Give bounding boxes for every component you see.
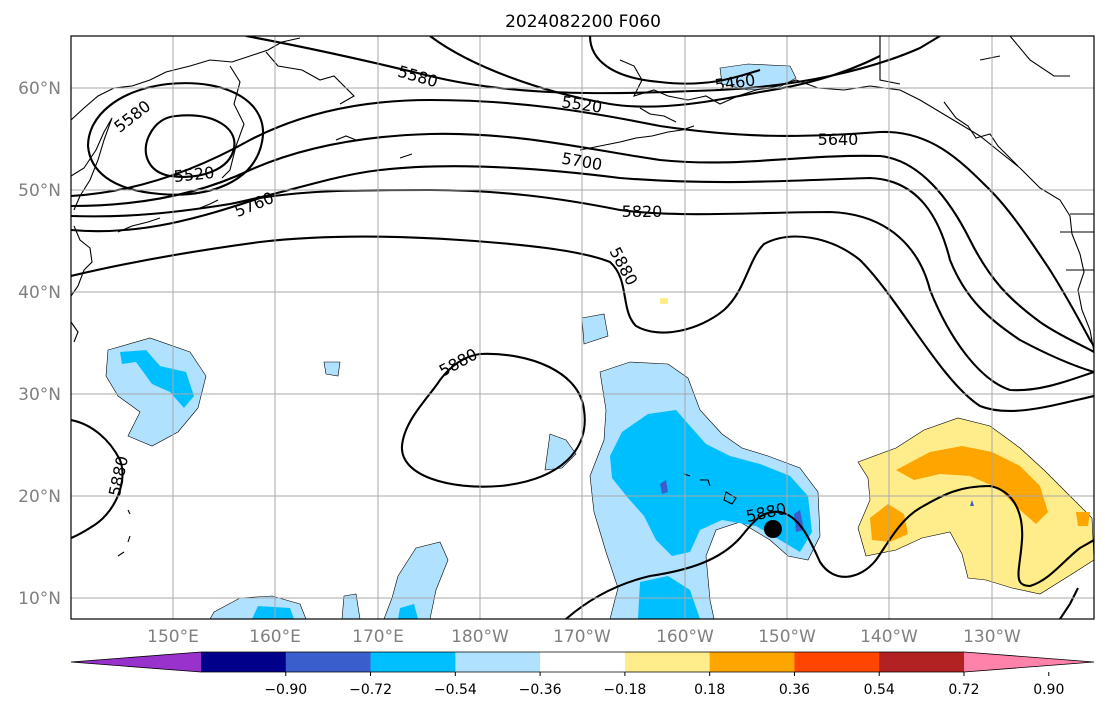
lon-label-170e: 170°E bbox=[352, 627, 404, 647]
negative-anomaly-small-2 bbox=[581, 313, 609, 345]
colorbar-tick-label: −0.90 bbox=[264, 682, 307, 698]
colorbar-segment bbox=[455, 652, 541, 672]
negative-anomaly-south-2 bbox=[341, 593, 361, 619]
contour-label-5880-center: 5880 bbox=[436, 344, 481, 380]
colorbar-segment bbox=[624, 652, 711, 672]
contour-label-5580-low: 5580 bbox=[110, 96, 154, 136]
colorbar-segment bbox=[709, 652, 795, 672]
contour-label-5640: 5640 bbox=[818, 130, 859, 149]
contour-5880-west bbox=[71, 418, 124, 539]
colorbar-segment bbox=[794, 652, 880, 672]
negative-anomaly-south-3-core bbox=[252, 606, 294, 619]
negative-anomaly-south-1 bbox=[383, 541, 449, 619]
colorbar-tick-label: 0.18 bbox=[694, 682, 725, 698]
contour-label-5880-north: 5880 bbox=[606, 244, 642, 289]
colorbar: −0.90 −0.72 −0.54 −0.36 −0.18 0.18 0.36 0.54 0.7… bbox=[70, 651, 1095, 698]
lat-label-10n: 10°N bbox=[18, 589, 61, 609]
coastlines bbox=[71, 36, 1094, 557]
map-area: 5580 5520 5580 5520 5460 5640 5700 5760 … bbox=[71, 36, 1094, 619]
colorbar-tick-label: −0.72 bbox=[349, 682, 392, 698]
contour-label-5820: 5820 bbox=[622, 202, 663, 221]
colorbar-segment bbox=[201, 652, 287, 672]
anomaly-shading bbox=[105, 63, 1094, 619]
contour-5760 bbox=[71, 165, 1094, 374]
contour-5520-low bbox=[144, 114, 236, 178]
lat-label-40n: 40°N bbox=[18, 283, 61, 303]
colorbar-ticks: −0.90 −0.72 −0.54 −0.36 −0.18 0.18 0.36 0.54 0.7… bbox=[264, 672, 1064, 698]
colorbar-segment bbox=[285, 652, 372, 672]
contour-5880-south bbox=[565, 484, 1094, 619]
positive-anomaly-east-core-3 bbox=[1076, 512, 1090, 526]
colorbar-extend-low bbox=[71, 652, 201, 672]
contour-5700 bbox=[71, 132, 1094, 353]
negative-anomaly-west bbox=[105, 337, 207, 447]
contour-5640 bbox=[71, 98, 1094, 347]
lat-label-60n: 60°N bbox=[18, 79, 61, 99]
negative-anomaly-small-1 bbox=[323, 361, 341, 377]
lon-label-160w: 160°W bbox=[656, 627, 714, 647]
contour-label-5880-west: 5880 bbox=[105, 454, 132, 498]
negative-anomaly-south-1-core bbox=[398, 604, 418, 619]
colorbar-tick-label: −0.36 bbox=[519, 682, 562, 698]
height-contours bbox=[71, 36, 1094, 619]
contour-label-5460: 5460 bbox=[714, 70, 757, 94]
lon-label-180w: 180°W bbox=[451, 627, 509, 647]
colorbar-segment bbox=[540, 652, 626, 672]
gridlines bbox=[71, 36, 1094, 619]
colorbar-segments bbox=[71, 652, 1094, 672]
strong-negative-anomaly-1 bbox=[660, 480, 668, 494]
latitude-labels: 60°N 50°N 40°N 30°N 20°N 10°N bbox=[18, 79, 61, 609]
contour-5880-north bbox=[71, 235, 1094, 413]
contour-5520 bbox=[429, 36, 881, 108]
contour-label-5580: 5580 bbox=[396, 62, 440, 91]
lon-label-130w: 130°W bbox=[963, 627, 1021, 647]
positive-anomaly-east-core bbox=[896, 446, 1048, 524]
contour-5580 bbox=[245, 36, 941, 95]
lat-label-50n: 50°N bbox=[18, 181, 61, 201]
map-frame bbox=[70, 35, 1095, 620]
colorbar-tick-label: −0.54 bbox=[434, 682, 477, 698]
positive-anomaly-small bbox=[660, 298, 668, 304]
negative-anomaly-hawaii-core bbox=[610, 410, 812, 556]
longitude-labels: 150°E 160°E 170°E 180°W 170°W 160°W 150°… bbox=[147, 627, 1021, 647]
lon-label-170w: 170°W bbox=[553, 627, 611, 647]
lon-label-150w: 150°W bbox=[758, 627, 816, 647]
contour-label-5760: 5760 bbox=[232, 188, 277, 221]
contour-5460 bbox=[588, 36, 761, 85]
colorbar-segment bbox=[879, 652, 965, 672]
lat-label-20n: 20°N bbox=[18, 487, 61, 507]
contour-5880-center bbox=[400, 352, 586, 488]
lon-label-150e: 150°E bbox=[147, 627, 199, 647]
colorbar-tick-label: 0.36 bbox=[779, 682, 810, 698]
colorbar-segment bbox=[370, 652, 456, 672]
colorbar-tick-label: −0.18 bbox=[603, 682, 646, 698]
contour-label-5520-low: 5520 bbox=[173, 163, 215, 186]
lon-label-160e: 160°E bbox=[249, 627, 301, 647]
contour-5820 bbox=[71, 188, 1094, 392]
map-title: 2024082200 F060 bbox=[505, 12, 661, 32]
lat-label-30n: 30°N bbox=[18, 385, 61, 405]
colorbar-tick-label: 0.54 bbox=[864, 682, 895, 698]
lon-label-140w: 140°W bbox=[860, 627, 918, 647]
contour-5880-southeast bbox=[1059, 587, 1079, 619]
colorbar-outline bbox=[70, 651, 1095, 673]
storm-position-marker bbox=[764, 520, 782, 538]
colorbar-tick-label: 0.90 bbox=[1033, 682, 1064, 698]
colorbar-tick-label: 0.72 bbox=[948, 682, 979, 698]
colorbar-extend-high bbox=[964, 652, 1094, 672]
negative-anomaly-small-3 bbox=[544, 433, 577, 471]
contour-labels: 5580 5520 5580 5520 5460 5640 5700 5760 … bbox=[105, 62, 858, 526]
strong-negative-anomaly-3 bbox=[970, 500, 974, 506]
contour-5580-low bbox=[86, 82, 265, 196]
